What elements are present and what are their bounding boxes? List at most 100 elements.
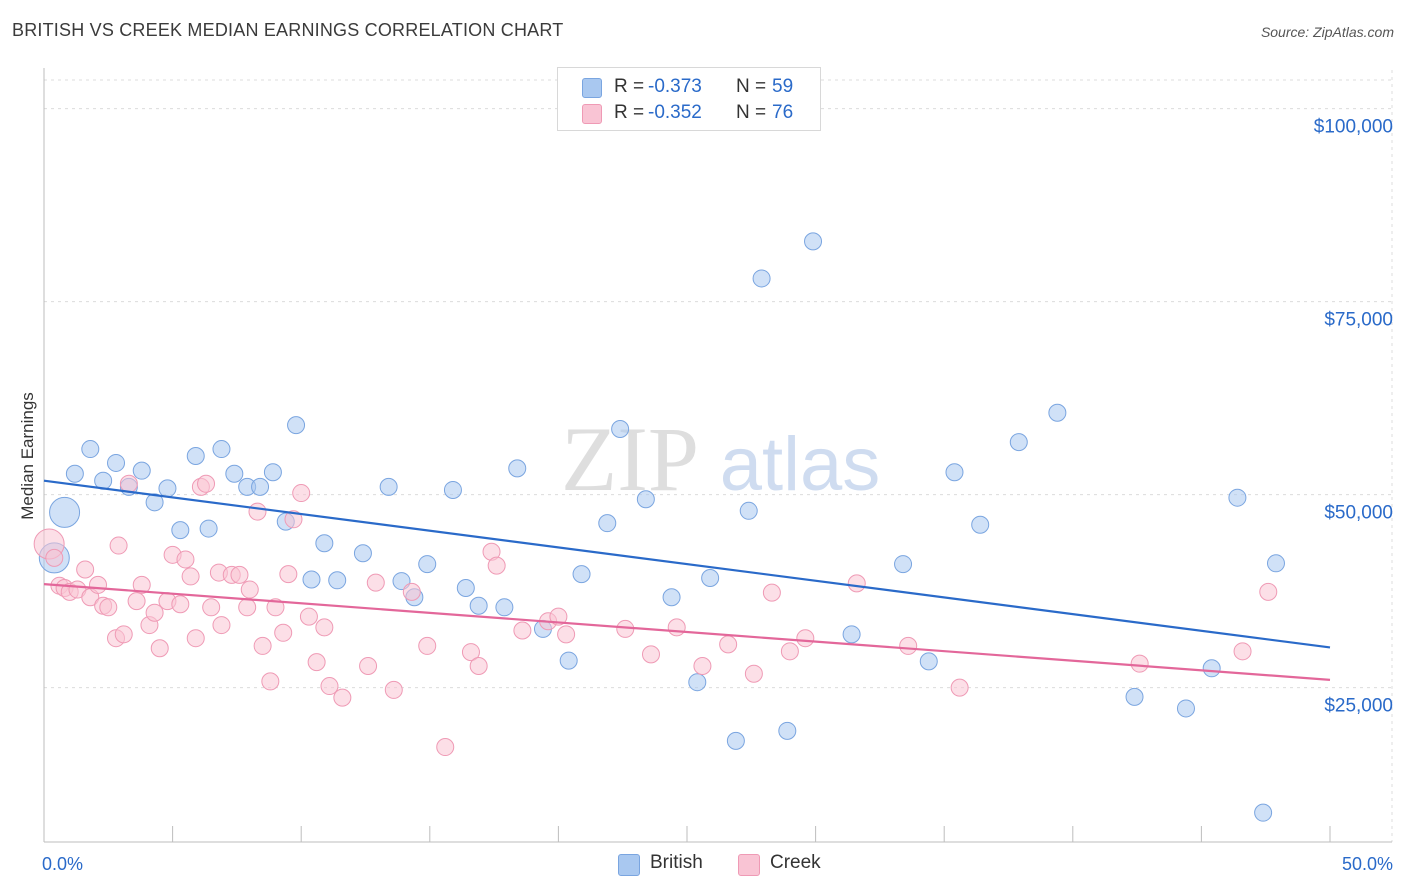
point-creek	[119, 474, 138, 493]
bottom-legend-label-british: British	[650, 852, 703, 873]
point-creek	[487, 556, 506, 575]
point-creek	[212, 616, 231, 635]
point-british	[778, 721, 797, 740]
point-creek	[418, 636, 437, 655]
point-creek	[238, 598, 257, 617]
point-creek	[45, 548, 64, 567]
point-creek	[366, 573, 385, 592]
point-british	[65, 464, 84, 483]
point-british	[752, 269, 771, 288]
point-creek	[253, 636, 272, 655]
legend-swatch-british	[582, 78, 602, 98]
point-british	[443, 480, 462, 499]
point-creek	[176, 550, 195, 569]
point-creek	[127, 592, 146, 611]
point-british	[251, 477, 270, 496]
point-creek	[461, 643, 480, 662]
point-british	[353, 544, 372, 563]
point-british	[495, 598, 514, 617]
point-british	[379, 477, 398, 496]
point-creek	[230, 565, 249, 584]
point-british	[1176, 699, 1195, 718]
point-british	[945, 463, 964, 482]
point-creek	[266, 598, 285, 617]
point-creek	[315, 618, 334, 637]
watermark: ZIP atlas	[561, 408, 880, 510]
point-british	[572, 565, 591, 584]
bottom-legend-label-creek: Creek	[770, 852, 821, 873]
point-creek	[762, 583, 781, 602]
point-british	[145, 493, 164, 512]
point-creek	[641, 645, 660, 664]
point-creek	[279, 565, 298, 584]
point-creek	[744, 664, 763, 683]
point-creek	[114, 625, 133, 644]
point-british	[469, 596, 488, 615]
point-creek	[693, 656, 712, 675]
point-british	[302, 570, 321, 589]
legend-n-label: N =	[736, 76, 767, 97]
point-creek	[557, 625, 576, 644]
trend-lines	[43, 479, 1331, 681]
point-british	[81, 440, 100, 459]
trend-line-creek	[43, 583, 1331, 681]
point-creek	[284, 510, 303, 529]
point-creek	[132, 575, 151, 594]
point-british	[1048, 403, 1067, 422]
legend-r-value: -0.352	[648, 102, 702, 123]
watermark-zip: ZIP	[561, 408, 699, 510]
point-british	[662, 588, 681, 607]
legend-n-value: 76	[772, 102, 794, 123]
point-british	[726, 731, 745, 750]
point-creek	[240, 580, 259, 599]
bottom-legend-swatch-creek	[738, 854, 760, 876]
y-tick-label: $25,000	[1324, 696, 1393, 717]
point-british	[919, 652, 938, 671]
point-british	[688, 673, 707, 692]
point-british	[418, 555, 437, 574]
point-british	[611, 419, 630, 438]
point-british	[636, 490, 655, 509]
point-british	[171, 521, 190, 540]
legend-swatch-creek	[582, 104, 602, 124]
point-creek	[307, 653, 326, 672]
legend-r-label: R =	[614, 76, 645, 97]
point-creek	[299, 607, 318, 626]
point-creek	[274, 623, 293, 642]
point-british	[508, 459, 527, 478]
point-british	[107, 453, 126, 472]
axis-labels: $25,000 $50,000 $75,000 $100,000 0.0% 50.0% Me…	[18, 117, 1393, 874]
point-creek	[261, 672, 280, 691]
point-creek	[950, 678, 969, 697]
point-creek	[780, 642, 799, 661]
point-british	[894, 555, 913, 574]
point-creek	[171, 595, 190, 614]
point-british	[842, 625, 861, 644]
point-creek	[150, 639, 169, 658]
point-creek	[436, 738, 455, 757]
point-british	[1125, 687, 1144, 706]
point-creek	[402, 582, 421, 601]
point-creek	[145, 603, 164, 622]
point-british	[225, 464, 244, 483]
point-creek	[109, 536, 128, 555]
point-british	[701, 568, 720, 587]
point-british	[1202, 659, 1221, 678]
point-creek	[1130, 654, 1149, 673]
point-british	[739, 501, 758, 520]
axes	[43, 68, 1392, 843]
point-creek	[899, 636, 918, 655]
x-tick-label: 0.0%	[42, 854, 83, 874]
watermark-atlas: atlas	[720, 422, 881, 507]
point-creek	[719, 635, 738, 654]
point-british	[263, 463, 282, 482]
legend-r-label: R =	[614, 102, 645, 123]
point-british	[1254, 803, 1273, 822]
data-points	[33, 232, 1285, 822]
bottom-legend-swatch-british	[618, 854, 640, 876]
y-tick-label: $50,000	[1324, 503, 1393, 524]
y-tick-label: $100,000	[1314, 117, 1393, 138]
point-british	[1266, 554, 1285, 573]
source-label: Source: ZipAtlas.com	[1260, 24, 1394, 40]
